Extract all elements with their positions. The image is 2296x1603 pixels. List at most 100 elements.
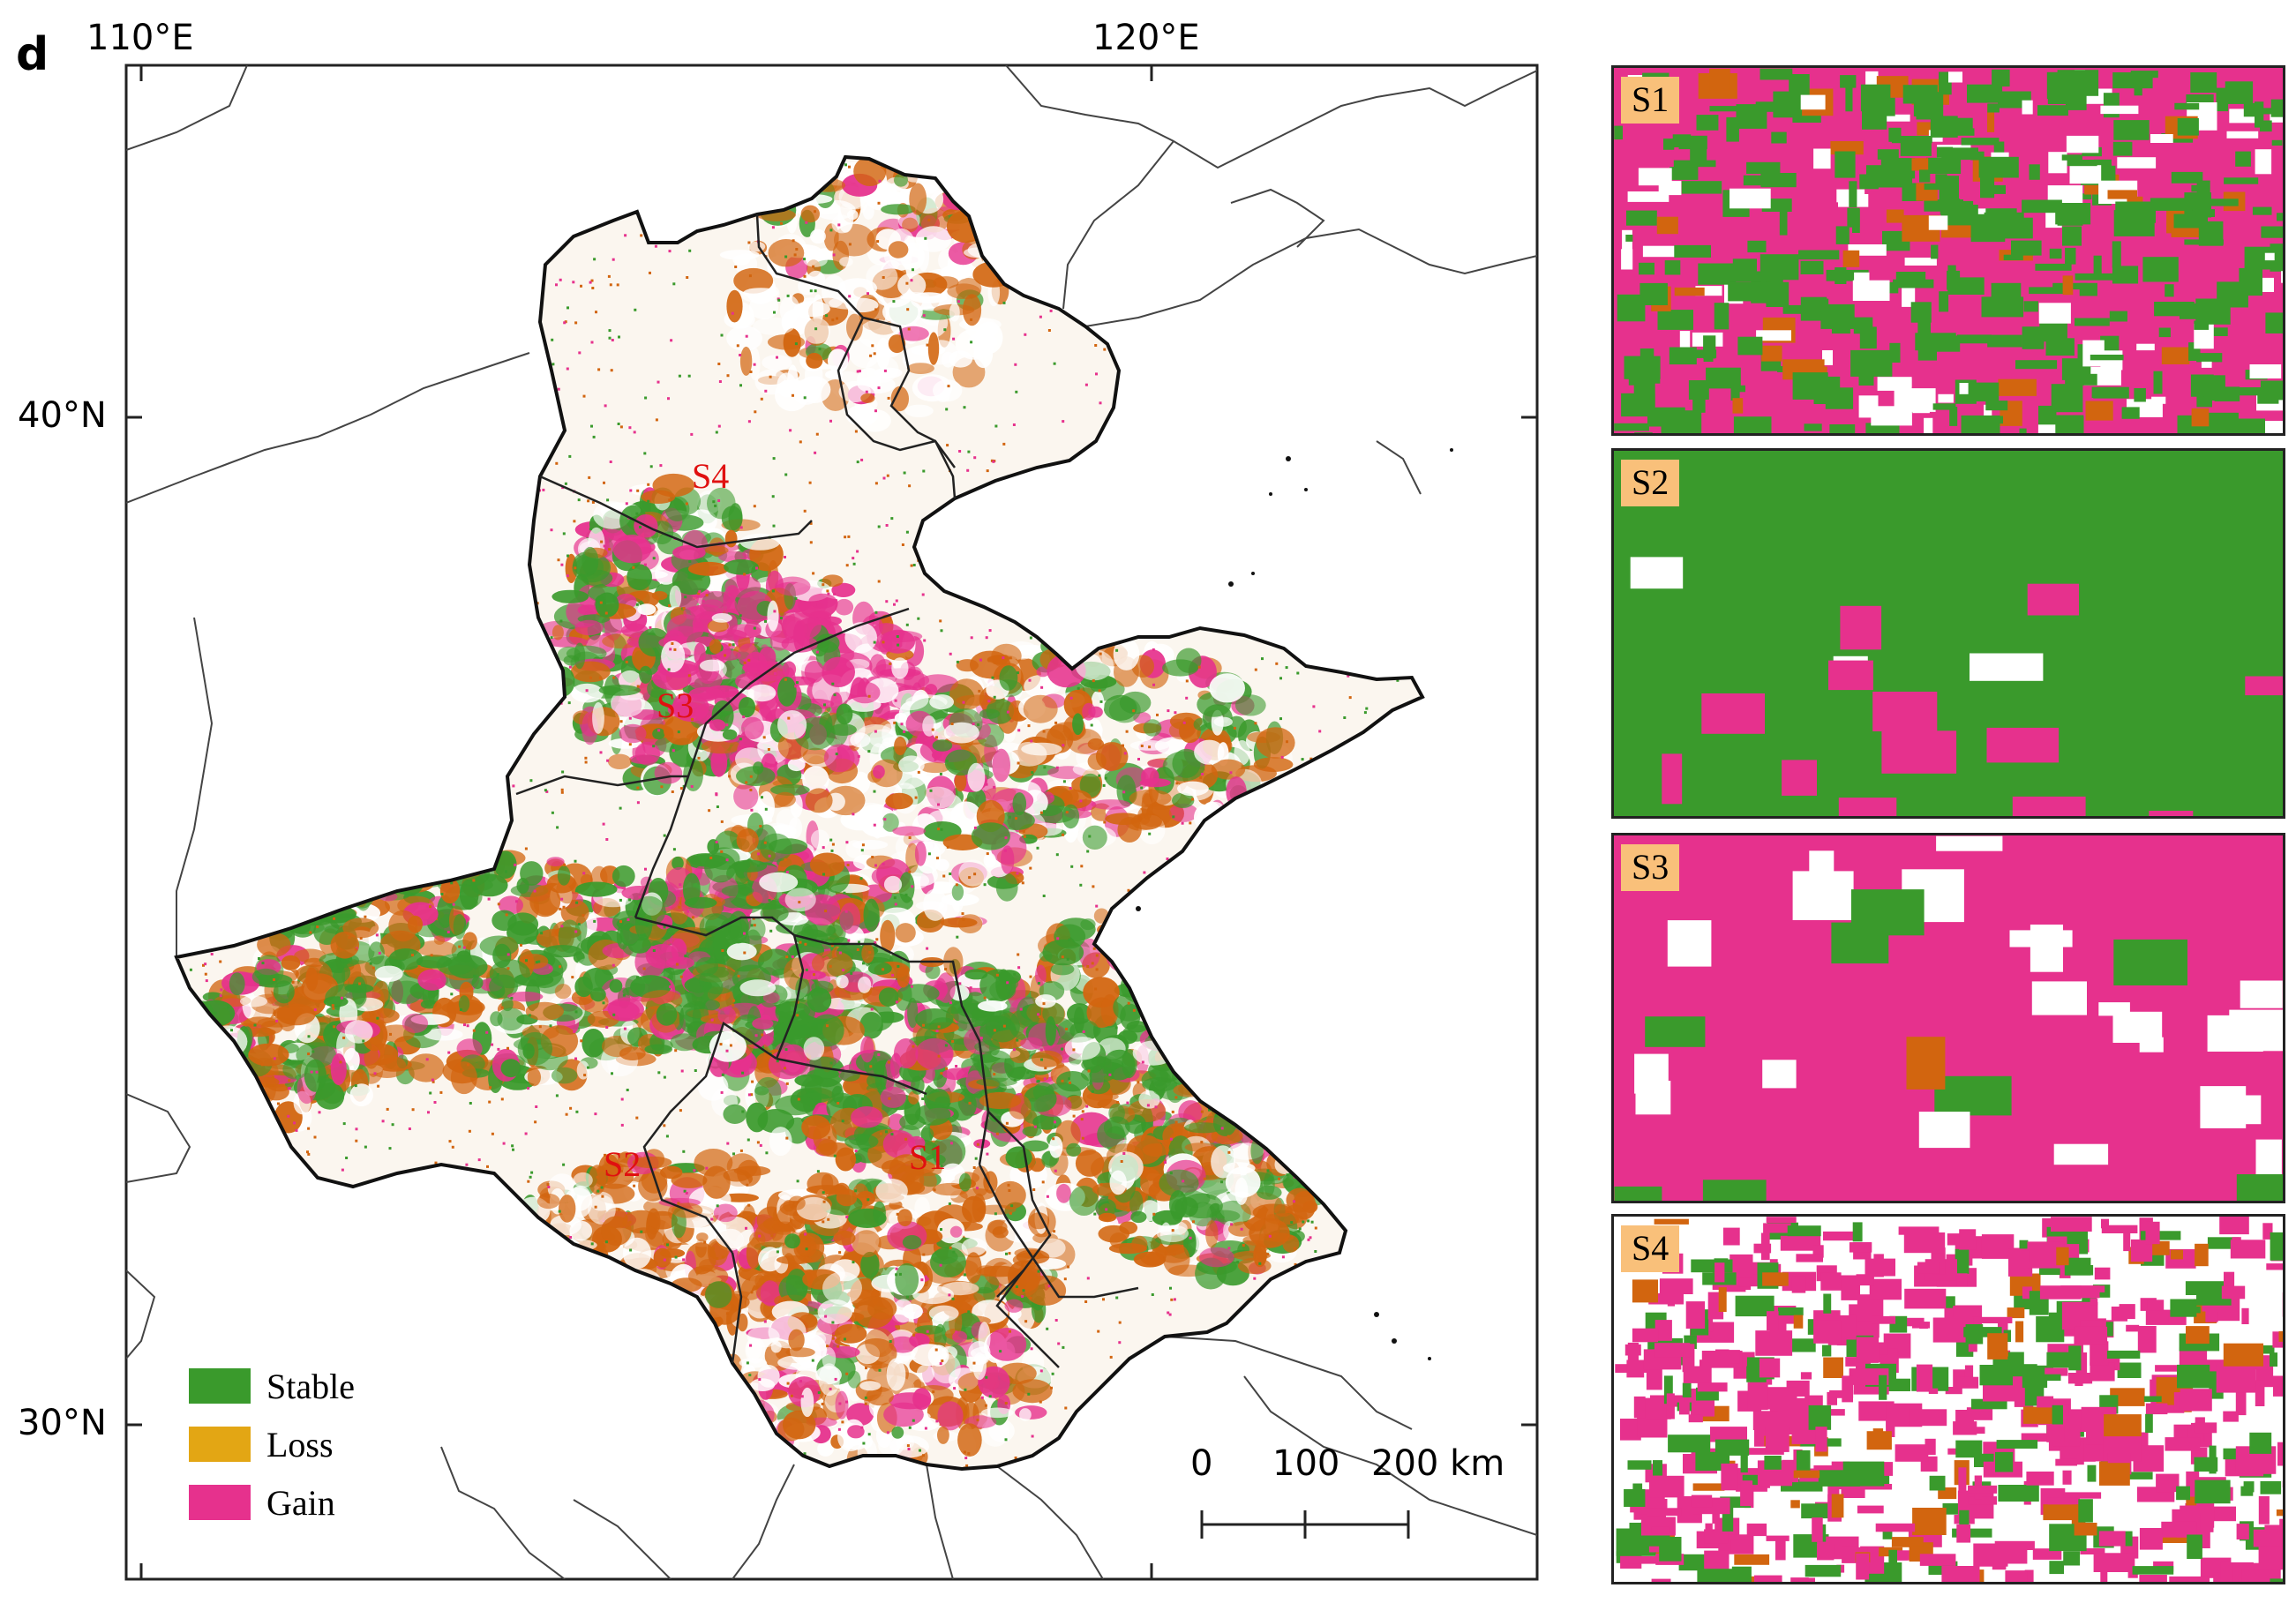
texture-blob bbox=[753, 317, 795, 335]
texture-speck bbox=[1027, 1392, 1031, 1396]
texture-speck bbox=[1053, 362, 1056, 365]
texture-blob bbox=[471, 977, 484, 990]
texture-blob bbox=[802, 318, 831, 344]
texture-speck bbox=[567, 701, 571, 705]
texture-blob bbox=[980, 1407, 1014, 1419]
texture-blob bbox=[701, 738, 741, 754]
texture-speck bbox=[1293, 1247, 1296, 1250]
texture-speck bbox=[812, 572, 815, 575]
texture-speck bbox=[907, 327, 911, 331]
main-map bbox=[124, 64, 1539, 1581]
texture-blob bbox=[1022, 1126, 1042, 1137]
texture-blob bbox=[709, 639, 722, 655]
texture-speck bbox=[647, 483, 650, 486]
texture-speck bbox=[1066, 957, 1069, 961]
texture-blob bbox=[866, 263, 898, 290]
texture-blob bbox=[784, 888, 816, 912]
texture-blob bbox=[1129, 740, 1170, 751]
texture-speck bbox=[865, 390, 868, 393]
texture-speck bbox=[626, 1089, 629, 1091]
texture-speck bbox=[585, 689, 589, 693]
texture-speck bbox=[940, 1228, 942, 1231]
texture-blob bbox=[808, 593, 837, 609]
texture-blob bbox=[867, 962, 892, 976]
texture-speck bbox=[573, 520, 576, 523]
texture-blob bbox=[822, 574, 844, 588]
texture-speck bbox=[879, 1132, 882, 1135]
texture-speck bbox=[355, 1139, 358, 1142]
texture-speck bbox=[620, 1123, 624, 1127]
texture-blob bbox=[536, 1193, 560, 1210]
texture-blob bbox=[229, 972, 245, 996]
texture-blob bbox=[784, 1233, 800, 1249]
texture-speck bbox=[597, 368, 601, 371]
texture-speck bbox=[671, 642, 674, 645]
texture-speck bbox=[1015, 390, 1018, 393]
texture-blob bbox=[754, 1086, 769, 1096]
texture-blob bbox=[835, 598, 854, 616]
texture-blob bbox=[721, 885, 754, 897]
texture-speck bbox=[617, 423, 620, 425]
texture-speck bbox=[458, 945, 461, 948]
islands bbox=[1136, 448, 1453, 1360]
texture-speck bbox=[799, 1380, 802, 1383]
texture-speck bbox=[603, 481, 605, 484]
texture-blob bbox=[724, 529, 738, 548]
texture-blob bbox=[869, 654, 887, 678]
texture-speck bbox=[964, 1273, 966, 1277]
texture-blob bbox=[705, 1281, 732, 1308]
texture-speck bbox=[643, 563, 647, 566]
texture-speck bbox=[828, 1136, 831, 1140]
texture-speck bbox=[903, 471, 906, 475]
texture-blob bbox=[1012, 792, 1027, 816]
texture-blob bbox=[844, 622, 877, 654]
texture-blob bbox=[892, 826, 927, 836]
texture-blob bbox=[949, 678, 985, 710]
texture-speck bbox=[623, 1027, 627, 1030]
texture-blob bbox=[741, 716, 764, 740]
texture-blob bbox=[669, 585, 682, 610]
texture-speck bbox=[1185, 696, 1189, 700]
texture-speck bbox=[844, 536, 847, 539]
texture-blob bbox=[788, 1329, 805, 1352]
texture-blob bbox=[1103, 1116, 1130, 1140]
texture-blob bbox=[500, 1059, 521, 1078]
texture-blob bbox=[828, 348, 849, 373]
texture-blob bbox=[401, 1013, 429, 1033]
texture-blob bbox=[1108, 1243, 1147, 1255]
texture-speck bbox=[1169, 1172, 1173, 1175]
texture-blob bbox=[721, 897, 747, 909]
texture-blob bbox=[949, 1225, 963, 1238]
texture-blob bbox=[1225, 1166, 1261, 1198]
texture-blob bbox=[722, 729, 738, 740]
texture-speck bbox=[725, 1049, 729, 1052]
texture-speck bbox=[924, 1271, 927, 1275]
texture-speck bbox=[728, 775, 732, 778]
texture-speck bbox=[663, 834, 666, 837]
texture-blob bbox=[1213, 716, 1233, 727]
texture-speck bbox=[580, 1039, 583, 1043]
texture-speck bbox=[780, 221, 783, 225]
texture-blob bbox=[958, 1172, 972, 1192]
texture-speck bbox=[1199, 775, 1203, 779]
texture-blob bbox=[1098, 1225, 1130, 1243]
texture-blob bbox=[746, 1337, 762, 1360]
texture-speck bbox=[919, 1449, 921, 1452]
texture-speck bbox=[796, 1180, 799, 1183]
texture-blob bbox=[875, 1179, 908, 1203]
texture-speck bbox=[759, 1143, 762, 1147]
texture-speck bbox=[784, 473, 788, 476]
texture-speck bbox=[1091, 962, 1094, 965]
texture-speck bbox=[342, 1122, 346, 1126]
texture-speck bbox=[972, 723, 975, 726]
texture-speck bbox=[557, 387, 560, 391]
panel-letter: d bbox=[16, 28, 49, 81]
texture-blob bbox=[753, 761, 764, 775]
texture-blob bbox=[1023, 694, 1058, 723]
texture-blob bbox=[744, 621, 762, 638]
texture-blob bbox=[736, 828, 759, 852]
texture-blob bbox=[710, 748, 728, 777]
texture-speck bbox=[628, 1220, 632, 1224]
texture-speck bbox=[885, 1130, 888, 1134]
texture-speck bbox=[991, 676, 994, 679]
